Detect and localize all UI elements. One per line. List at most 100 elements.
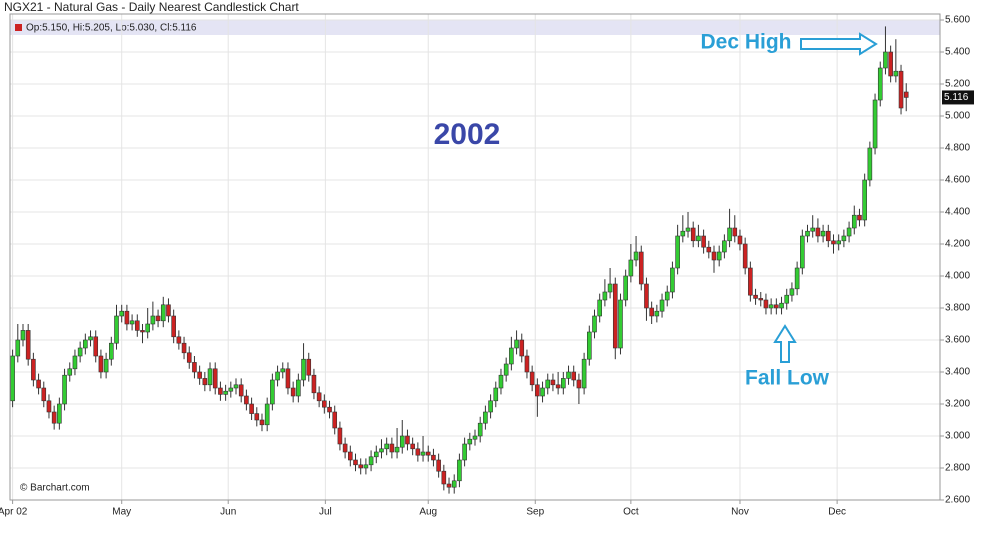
candle-body — [836, 240, 841, 245]
candle-body — [664, 291, 670, 301]
candle-body — [498, 374, 504, 389]
candle-body — [160, 304, 166, 322]
candle-body — [488, 400, 493, 413]
candle-body — [327, 406, 332, 413]
candle-body — [628, 259, 634, 277]
candle-body — [675, 235, 680, 269]
candle-body — [415, 448, 421, 456]
y-tick-label: 5.600 — [945, 15, 970, 26]
high-annotation: Dec High — [700, 31, 791, 54]
candle-body — [774, 304, 779, 309]
x-tick-label: Jul — [319, 507, 332, 518]
year-annotation: 2002 — [434, 118, 501, 151]
candle-body — [31, 358, 36, 381]
y-tick-label: 3.200 — [945, 399, 970, 410]
y-tick-label: 3.000 — [945, 431, 970, 442]
candle-body — [420, 451, 426, 456]
candle-body — [857, 214, 862, 221]
candle-body — [150, 315, 156, 325]
candle-body — [410, 443, 415, 450]
candle-body — [20, 330, 26, 341]
candle-body — [722, 240, 727, 253]
candle-body — [638, 251, 644, 285]
candle-body — [820, 230, 826, 237]
candle-body — [441, 470, 447, 485]
candle-body — [810, 227, 816, 232]
candle-body — [119, 310, 125, 317]
candle-body — [280, 368, 286, 373]
candle-body — [748, 267, 753, 296]
candle-body — [514, 339, 519, 349]
candle-body — [358, 464, 363, 469]
candle-body — [898, 70, 904, 109]
candle-body — [446, 483, 452, 488]
candle-body — [207, 368, 213, 386]
candle-body — [379, 448, 384, 453]
candle-body — [337, 427, 343, 445]
info-bar — [10, 20, 940, 35]
candle-body — [363, 464, 369, 469]
low-arrow — [773, 324, 797, 363]
grid — [10, 14, 940, 501]
candle-body — [784, 294, 790, 304]
candle-body — [690, 227, 696, 242]
candle-body — [342, 443, 348, 453]
candle-body — [701, 235, 706, 248]
y-tick-label: 4.600 — [945, 175, 970, 186]
candle-body — [134, 320, 140, 331]
candle-body — [805, 230, 810, 237]
candle-body — [696, 235, 701, 242]
candle-body — [290, 387, 296, 397]
candle-body — [872, 99, 878, 149]
candle-body — [270, 379, 275, 405]
candle-body — [794, 267, 800, 290]
y-tick-label: 5.200 — [945, 79, 970, 90]
candle-body — [264, 403, 270, 426]
candle-body — [83, 339, 88, 349]
candle-body — [322, 400, 327, 408]
candle-body — [15, 339, 21, 357]
candle-body — [649, 307, 654, 317]
candle-body — [238, 384, 244, 397]
candle-body — [373, 451, 379, 458]
candle-body — [758, 298, 764, 301]
y-tick-label: 2.800 — [945, 463, 970, 474]
candle-body — [779, 302, 784, 309]
candle-body — [888, 51, 893, 77]
candle-body — [176, 336, 182, 344]
candle-body — [218, 387, 223, 395]
candle-body — [62, 374, 67, 405]
candle-body — [348, 451, 353, 461]
candle-body — [467, 438, 473, 445]
candle-body — [597, 299, 602, 317]
candle-body — [368, 456, 374, 466]
candle-body — [602, 291, 608, 301]
candle-body — [384, 443, 389, 450]
candle-body — [212, 368, 218, 389]
candle-body — [197, 371, 202, 379]
x-tick-label: Aug — [419, 507, 437, 518]
candle-body — [36, 379, 41, 389]
candle-body — [259, 419, 265, 426]
candle-body — [98, 355, 104, 373]
candle-body — [607, 283, 613, 293]
candle-body — [431, 454, 436, 461]
candle-body — [124, 310, 130, 325]
candle-body — [249, 403, 254, 414]
candle-body — [332, 411, 338, 429]
candle-body — [399, 435, 405, 448]
high-arrow — [800, 32, 878, 56]
candle-body — [519, 339, 525, 357]
candle-body — [155, 315, 161, 322]
candle-body — [763, 299, 769, 309]
candle-body — [509, 347, 514, 365]
candle-body — [483, 411, 488, 424]
candle-body — [316, 392, 322, 402]
x-tick-label: Oct — [623, 507, 639, 518]
y-tick-label: 4.000 — [945, 271, 970, 282]
candle-body — [51, 411, 57, 424]
candle-body — [535, 384, 540, 397]
candle-body — [862, 179, 867, 221]
candle-body — [742, 243, 748, 269]
